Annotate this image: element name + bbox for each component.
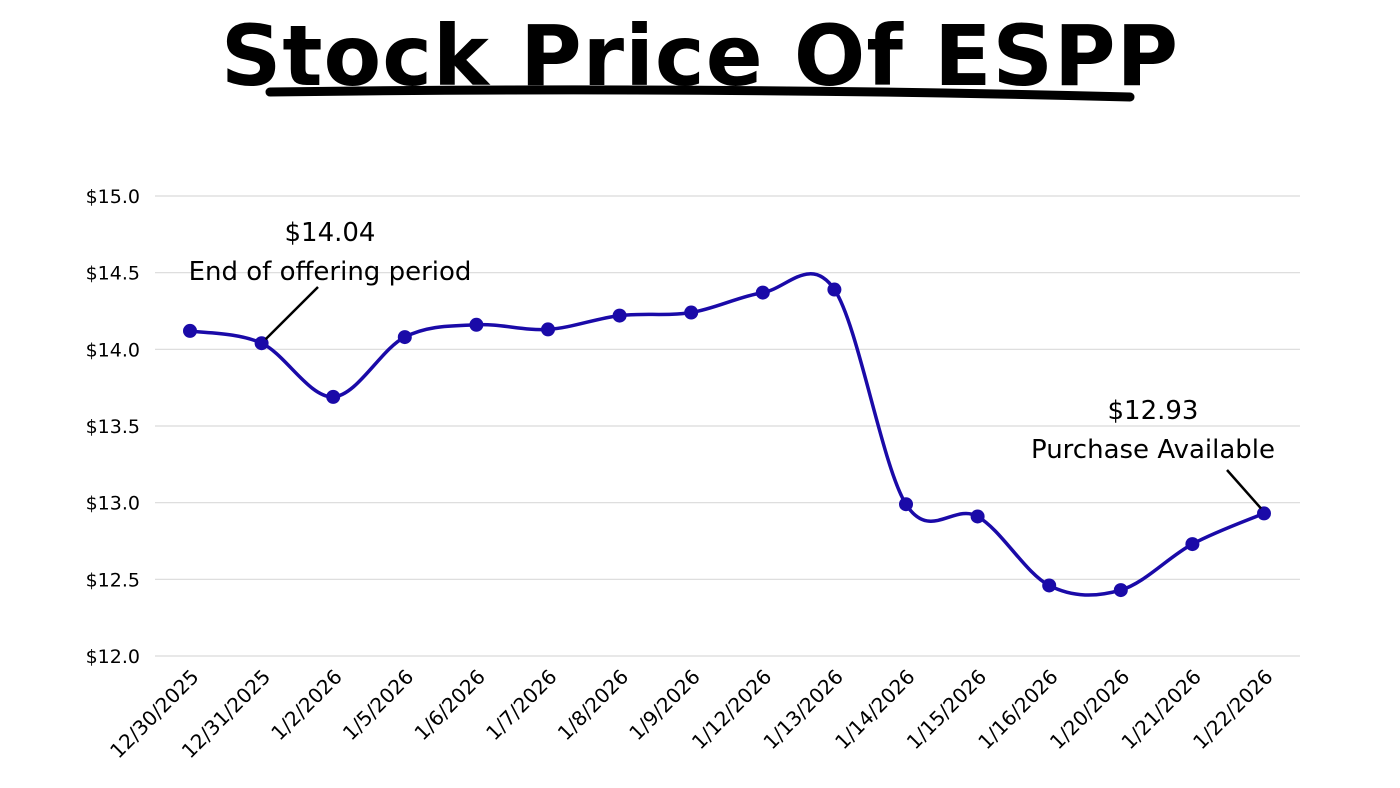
- x-axis-ticks: 12/30/202512/31/20251/2/20261/5/20261/6/…: [105, 665, 1277, 763]
- annotation-value-label: $12.93: [1108, 396, 1199, 426]
- title-underline: [265, 85, 1135, 102]
- y-tick-label: $13.0: [86, 493, 140, 515]
- data-point: [684, 305, 699, 320]
- y-axis-ticks: $12.0 $12.5 $13.0 $13.5 $14.0 $14.5 $15.0: [86, 186, 140, 668]
- data-point: [183, 323, 197, 338]
- data-point: [827, 282, 842, 297]
- annotation-value-label: $14.04: [285, 218, 376, 248]
- y-tick-label: $12.0: [86, 646, 140, 668]
- y-tick-label: $12.5: [86, 569, 140, 591]
- x-tick-label: 1/8/2026: [553, 665, 633, 745]
- y-tick-label: $14.0: [86, 339, 140, 361]
- y-tick-label: $14.5: [86, 263, 140, 285]
- annotation-text: End of offering period: [189, 257, 472, 287]
- x-tick-label: 1/7/2026: [481, 665, 561, 745]
- data-point: [612, 308, 627, 323]
- y-tick-label: $13.5: [86, 416, 140, 438]
- data-point: [326, 389, 341, 404]
- data-point: [1257, 506, 1271, 521]
- annotation-leader-line: [264, 286, 319, 341]
- data-point: [1113, 583, 1128, 598]
- data-point: [755, 285, 770, 300]
- annotation-text: Purchase Available: [1031, 435, 1275, 465]
- annotations: $14.04 End of offering period $12.93 Purcha…: [189, 218, 1275, 510]
- x-tick-label: 1/5/2026: [338, 665, 418, 745]
- data-point: [899, 497, 913, 512]
- annotation-leader-line: [1226, 469, 1262, 510]
- data-point: [1185, 537, 1200, 552]
- grid-lines: [155, 195, 1300, 657]
- y-tick-label: $15.0: [86, 186, 140, 208]
- data-point: [254, 336, 269, 351]
- data-point: [469, 317, 484, 332]
- data-point: [1042, 578, 1057, 593]
- data-points: [183, 282, 1271, 598]
- x-tick-label: 1/6/2026: [409, 665, 489, 745]
- data-point: [397, 330, 412, 345]
- data-point: [970, 509, 985, 524]
- data-point: [541, 322, 555, 337]
- x-tick-label: 1/2/2026: [266, 665, 346, 745]
